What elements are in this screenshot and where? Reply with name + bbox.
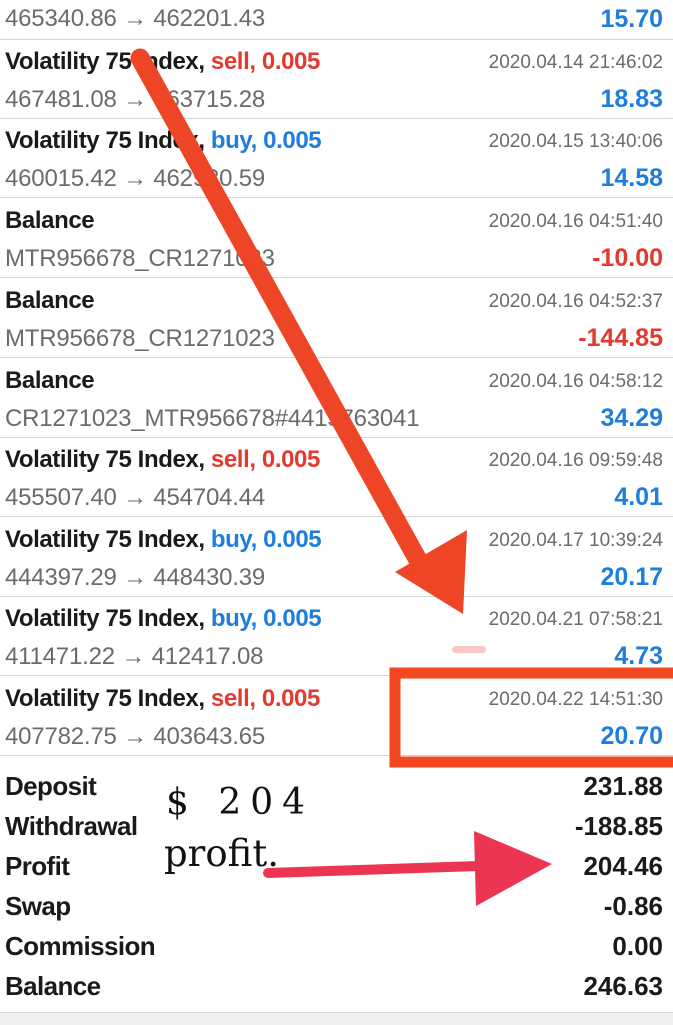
trade-side: sell, [210, 446, 256, 473]
row-time: 2020.04.14 21:46:02 [488, 52, 663, 73]
trade-volume: 0.005 [263, 526, 322, 553]
trade-side: buy, [210, 526, 257, 553]
trade-row[interactable]: Volatility 75 Index, buy, 0.005 2020.04.1… [0, 119, 673, 198]
row-amount: -144.85 [578, 324, 663, 352]
row-amount: 15.70 [600, 5, 663, 33]
price-range: 465340.86 → 462201.43 [5, 5, 266, 32]
row-amount: 20.70 [600, 722, 663, 750]
row-title: Balance [5, 367, 95, 395]
price-range: 444397.29 → 448430.39 [5, 564, 266, 591]
summary-label: Balance [5, 971, 101, 1001]
summary-value: -188.85 [574, 811, 663, 841]
summary-value: 204.46 [583, 851, 663, 881]
row-time: 2020.04.16 04:51:40 [488, 211, 663, 232]
trade-volume: 0.005 [263, 127, 322, 154]
row-amount: -10.00 [592, 244, 663, 272]
trade-row[interactable]: Volatility 75 Index, buy, 0.005 2020.04.2… [0, 597, 673, 676]
summary-label: Deposit [5, 771, 97, 801]
row-title: Volatility 75 Index, buy, 0.005 [5, 605, 322, 633]
summary-value: 0.00 [612, 931, 663, 961]
row-title: Volatility 75 Index, buy, 0.005 [5, 127, 322, 155]
row-time: 2020.04.16 04:52:37 [488, 291, 663, 312]
balance-row[interactable]: Balance 2020.04.16 04:51:40 MTR956678_CR12… [0, 199, 673, 278]
summary-row-withdrawal: Withdrawal -188.85 [0, 806, 673, 846]
symbol-name: Volatility 75 Index, [5, 446, 205, 473]
trade-volume: 0.005 [263, 605, 322, 632]
row-time: 2020.04.22 14:51:30 [488, 689, 663, 710]
trade-row[interactable]: Volatility 75 Index, sell, 0.005 2020.04.… [0, 438, 673, 517]
price-range: 467481.08 → 463715.28 [5, 86, 266, 113]
summary-row-deposit: Deposit 231.88 [0, 766, 673, 806]
trade-side: sell, [210, 685, 256, 712]
row-amount: 34.29 [600, 404, 663, 432]
summary-label: Profit [5, 851, 70, 881]
trade-row[interactable]: Volatility 75 Index, sell, 0.005 2020.04.… [0, 677, 673, 756]
trade-row[interactable]: Volatility 75 Index, sell, 0.005 2020.04.… [0, 40, 673, 119]
summary-value: -0.86 [603, 891, 663, 921]
summary-label: Swap [5, 891, 71, 921]
row-title: Balance [5, 207, 95, 235]
row-title: Volatility 75 Index, buy, 0.005 [5, 526, 322, 554]
summary-row-commission: Commission 0.00 [0, 926, 673, 966]
balance-comment: MTR956678_CR1271023 [5, 245, 275, 272]
row-title: Volatility 75 Index, sell, 0.005 [5, 48, 320, 76]
trade-volume: 0.005 [261, 48, 320, 75]
symbol-name: Volatility 75 Index, [5, 127, 205, 154]
price-range: 460015.42 → 462930.59 [5, 165, 266, 192]
balance-row[interactable]: Balance 2020.04.16 04:58:12 CR1271023_MTR9… [0, 359, 673, 438]
row-time: 2020.04.16 04:58:12 [488, 371, 663, 392]
row-time: 2020.04.16 09:59:48 [488, 450, 663, 471]
symbol-name: Volatility 75 Index, [5, 48, 205, 75]
row-time: 2020.04.17 10:39:24 [488, 530, 663, 551]
trade-row[interactable]: 465340.86 → 462201.43 15.70 [0, 0, 673, 40]
symbol-name: Volatility 75 Index, [5, 685, 205, 712]
symbol-name: Volatility 75 Index, [5, 605, 205, 632]
balance-comment: CR1271023_MTR956678#4415763041 [5, 405, 420, 432]
trade-volume: 0.005 [261, 685, 320, 712]
row-title: Balance [5, 287, 95, 315]
trade-volume: 0.005 [261, 446, 320, 473]
trade-row[interactable]: Volatility 75 Index, buy, 0.005 2020.04.1… [0, 518, 673, 597]
balance-row[interactable]: Balance 2020.04.16 04:52:37 MTR956678_CR12… [0, 279, 673, 358]
row-title: Volatility 75 Index, sell, 0.005 [5, 685, 320, 713]
row-amount: 18.83 [600, 85, 663, 113]
row-title: Volatility 75 Index, sell, 0.005 [5, 446, 320, 474]
summary-row-balance: Balance 246.63 [0, 966, 673, 1006]
balance-comment: MTR956678_CR1271023 [5, 325, 275, 352]
summary-label: Withdrawal [5, 811, 138, 841]
row-time: 2020.04.15 13:40:06 [488, 131, 663, 152]
price-range: 455507.40 → 454704.44 [5, 484, 266, 511]
trade-side: buy, [210, 605, 257, 632]
summary-value: 231.88 [583, 771, 663, 801]
summary-row-profit: Profit 204.46 [0, 846, 673, 886]
summary-value: 246.63 [583, 971, 663, 1001]
trade-side: sell, [210, 48, 256, 75]
summary-row-swap: Swap -0.86 [0, 886, 673, 926]
balance-label: Balance [5, 367, 95, 394]
balance-label: Balance [5, 207, 95, 234]
summary-label: Commission [5, 931, 156, 961]
trade-side: buy, [210, 127, 257, 154]
row-time: 2020.04.21 07:58:21 [488, 609, 663, 630]
row-amount: 20.17 [600, 563, 663, 591]
price-range: 411471.22 → 412417.08 [5, 643, 264, 670]
balance-label: Balance [5, 287, 95, 314]
row-amount: 4.01 [614, 483, 663, 511]
price-range: 407782.75 → 403643.65 [5, 723, 266, 750]
row-amount: 4.73 [614, 642, 663, 670]
symbol-name: Volatility 75 Index, [5, 526, 205, 553]
bottom-bar [0, 1012, 673, 1025]
row-amount: 14.58 [600, 164, 663, 192]
